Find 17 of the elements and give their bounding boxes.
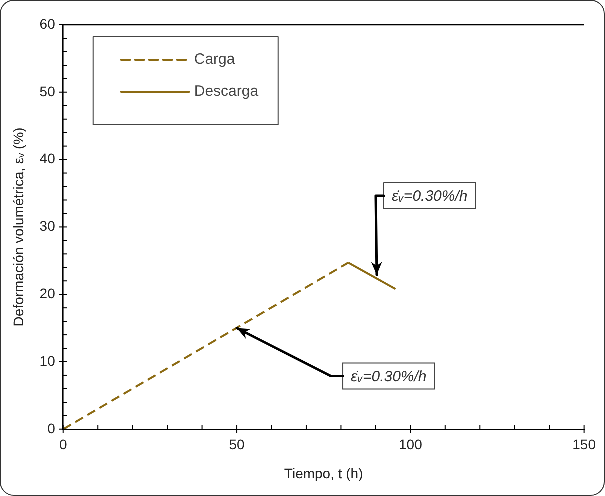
annotation: ε̇ᵥ=0.30%/h: [392, 188, 468, 206]
y-tick-label: 40: [40, 150, 56, 167]
y-tick-label: 0: [48, 420, 56, 436]
y-tick-label: 30: [40, 218, 56, 234]
legend-label: Descarga: [194, 83, 260, 100]
x-axis-title: Tiempo, t (h): [284, 465, 364, 482]
y-tick-label: 10: [40, 352, 56, 369]
annotation: ε̇ᵥ=0.30%/h: [351, 368, 427, 386]
y-tick-label: 50: [40, 83, 56, 100]
y-axis-title: Deformación volumétrica, εᵥ (%): [10, 128, 26, 327]
legend-label: Carga: [194, 51, 236, 68]
y-tick-label: 60: [40, 16, 56, 32]
x-tick-label: 150: [572, 436, 596, 453]
x-tick-label: 50: [229, 436, 246, 453]
x-tick-label: 0: [59, 436, 68, 453]
y-tick-label: 20: [40, 285, 56, 302]
x-tick-label: 100: [398, 436, 423, 453]
